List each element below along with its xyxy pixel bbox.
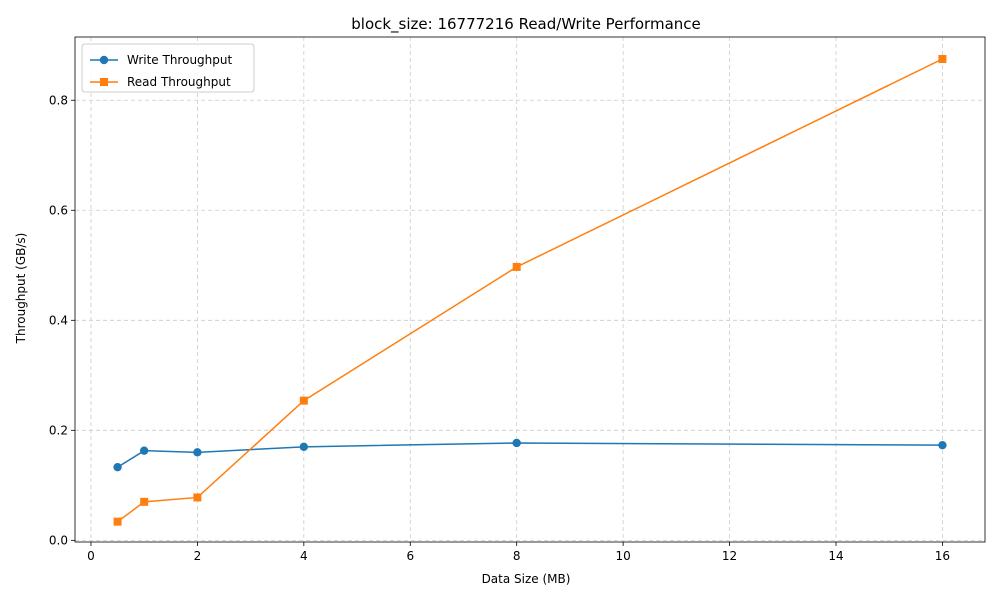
write-throughput-series bbox=[113, 438, 947, 472]
write-throughput-point bbox=[193, 448, 202, 457]
read-throughput-point bbox=[512, 262, 521, 271]
plot-frame bbox=[74, 36, 986, 543]
read-throughput-point bbox=[113, 517, 122, 526]
plot-area bbox=[113, 55, 947, 526]
write-throughput-line bbox=[117, 442, 943, 468]
read-throughput-line bbox=[117, 58, 943, 523]
x-tick-label: 12 bbox=[722, 549, 737, 563]
legend-label: Write Throughput bbox=[127, 53, 232, 67]
legend: Write Throughput Read Throughput bbox=[81, 43, 255, 93]
x-tick-label: 0 bbox=[87, 549, 95, 563]
write-throughput-point bbox=[299, 442, 309, 452]
legend-item-read-throughput: Read Throughput bbox=[90, 75, 231, 89]
read-throughput-point bbox=[299, 396, 308, 405]
read-throughput-point bbox=[938, 55, 947, 64]
chart-title: block_size: 16777216 Read/Write Performa… bbox=[351, 15, 701, 34]
x-tick-label: 10 bbox=[615, 549, 630, 563]
legend-item-write-throughput: Write Throughput bbox=[90, 53, 232, 67]
y-tick-label: 0.8 bbox=[49, 93, 68, 107]
y-axis-title: Throughput (GB/s) bbox=[14, 233, 28, 345]
read-throughput-point bbox=[140, 497, 149, 506]
x-tick-label: 6 bbox=[406, 549, 414, 563]
y-tick-label: 0.2 bbox=[49, 423, 68, 437]
read-throughput-series bbox=[113, 55, 947, 526]
x-tick-label: 2 bbox=[194, 549, 202, 563]
y-tick-label: 0.0 bbox=[49, 533, 68, 547]
legend-marker bbox=[99, 55, 109, 65]
y-tick-label: 0.6 bbox=[49, 203, 68, 217]
axes: 0 2 4 6 8 10 12 14 16 0.0 0.2 0.4 0.6 0.8 bbox=[49, 36, 986, 563]
write-throughput-point bbox=[512, 438, 521, 448]
x-axis-title: Data Size (MB) bbox=[482, 572, 571, 586]
grid bbox=[75, 37, 985, 542]
x-tick-label: 16 bbox=[935, 549, 950, 563]
x-tick-label: 14 bbox=[828, 549, 843, 563]
read-throughput-point bbox=[193, 493, 202, 502]
write-throughput-point bbox=[139, 446, 149, 455]
legend-label: Read Throughput bbox=[127, 75, 231, 89]
write-throughput-point bbox=[938, 440, 947, 450]
x-tick-label: 4 bbox=[300, 549, 308, 563]
x-tick-label: 8 bbox=[513, 549, 521, 563]
legend-marker bbox=[100, 78, 108, 86]
write-throughput-point bbox=[113, 462, 122, 472]
y-tick-label: 0.4 bbox=[49, 313, 68, 327]
legend-box bbox=[81, 43, 255, 93]
